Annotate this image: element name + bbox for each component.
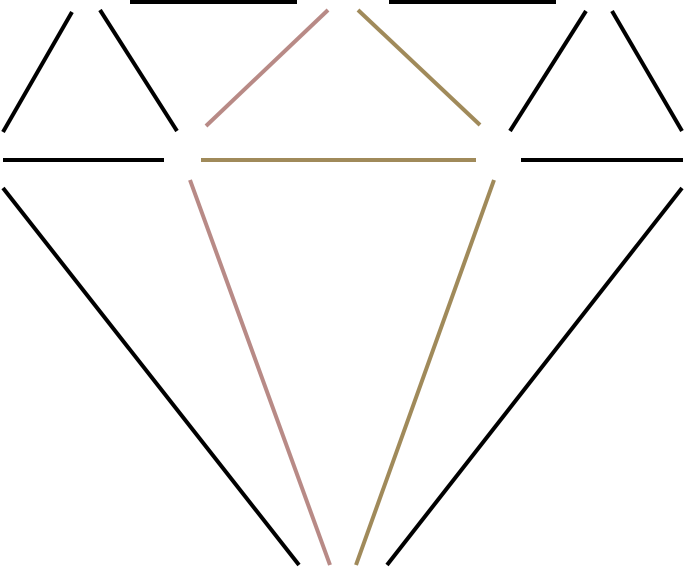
pavilion-left-outer-edge	[1, 186, 301, 567]
crown-left-inner-edge	[98, 8, 179, 133]
crown-center-right-facet	[356, 8, 482, 127]
pavilion-left-inner-facet	[188, 179, 332, 566]
crown-left-outer-edge	[1, 11, 74, 133]
crown-right-inner-edge	[508, 9, 588, 133]
crown-right-outer-edge	[610, 9, 684, 133]
pavilion-right-inner-facet	[354, 179, 496, 566]
crown-center-left-facet	[204, 8, 330, 128]
pavilion-right-outer-edge	[385, 186, 684, 567]
